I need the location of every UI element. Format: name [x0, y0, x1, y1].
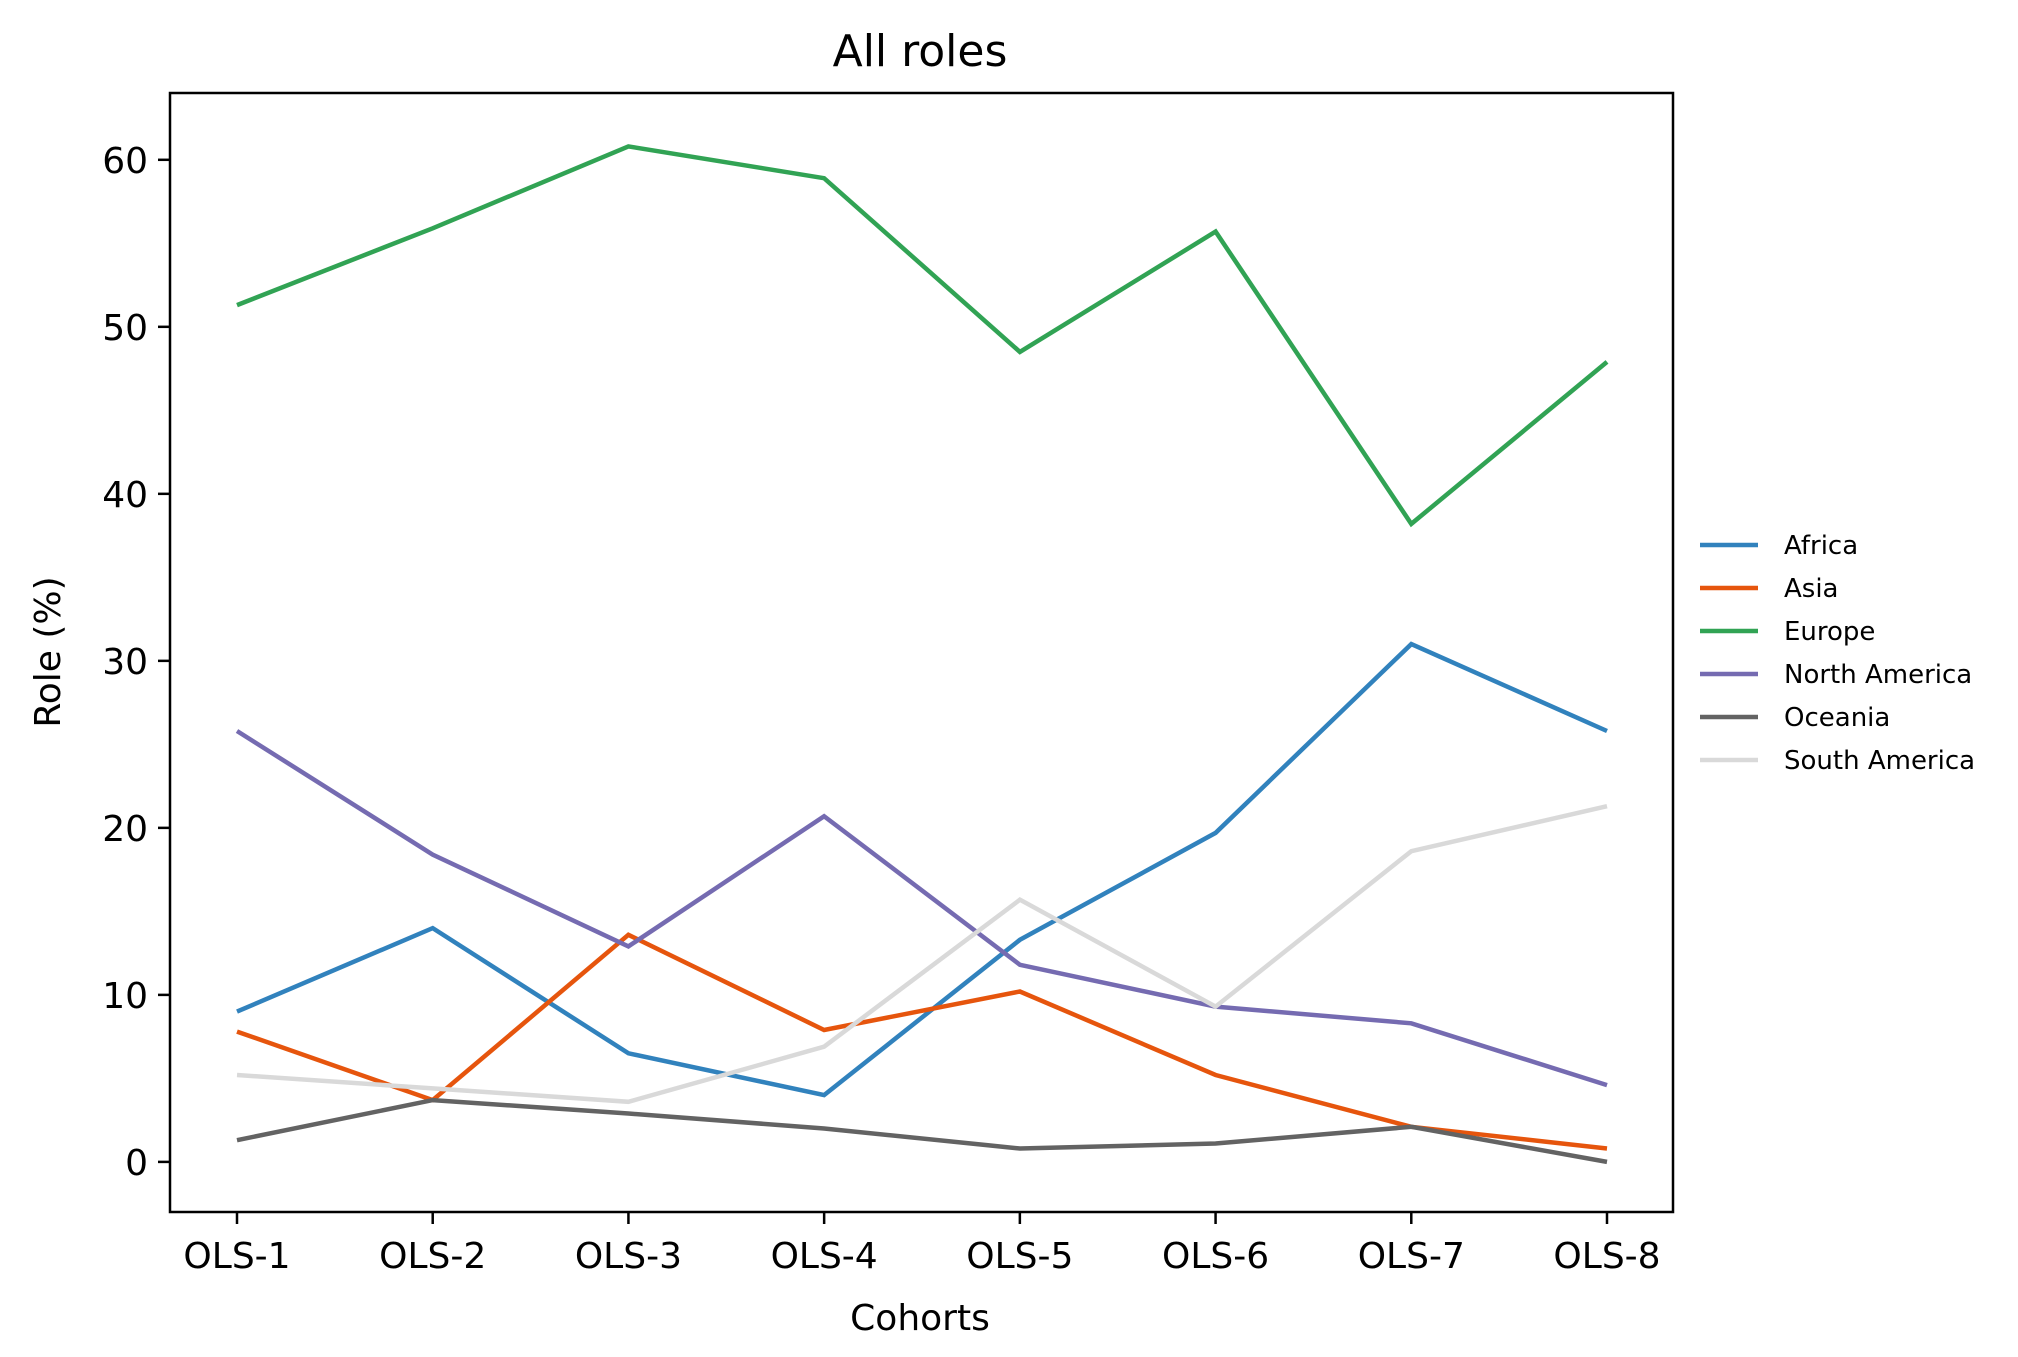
y-axis: 0 10 20 30 40 50 60 [102, 141, 170, 1184]
x-tick-label: OLS-1 [183, 1236, 290, 1277]
x-tick-label: OLS-8 [1553, 1236, 1660, 1277]
x-tick-label: OLS-3 [575, 1236, 682, 1277]
x-tick-label: OLS-5 [966, 1236, 1073, 1277]
plot-area [235, 144, 1609, 1165]
y-tick-label: 40 [102, 475, 148, 516]
legend-label: Asia [1784, 574, 1839, 604]
y-tick-label: 0 [125, 1143, 148, 1184]
y-tick-label: 50 [102, 308, 148, 349]
x-tick-label: OLS-4 [771, 1236, 878, 1277]
series-line-south-america [236, 804, 1608, 1105]
chart-title: All roles [833, 26, 1008, 77]
series-line-oceania [236, 1097, 1608, 1165]
y-tick-label: 30 [102, 642, 148, 683]
x-axis: OLS-1 OLS-2 OLS-3 OLS-4 OLS-5 OLS-6 OLS-7 OLS-8 [183, 1212, 1661, 1277]
x-tick-label: OLS-7 [1358, 1236, 1465, 1277]
series-line-europe [236, 144, 1609, 528]
series-line-asia [236, 932, 1608, 1151]
series-line-north-america [235, 729, 1608, 1088]
y-axis-label: Role (%) [28, 576, 69, 727]
plot-frame [168, 91, 1675, 1214]
legend-label: Oceania [1784, 703, 1890, 733]
x-tick-label: OLS-6 [1162, 1236, 1269, 1277]
legend-label: North America [1784, 660, 1972, 690]
series-line-africa [236, 641, 1608, 1098]
y-tick-label: 20 [102, 809, 148, 850]
legend-label: Europe [1784, 617, 1875, 647]
x-axis-label: Cohorts [850, 1298, 990, 1339]
legend: Africa Asia Europe North America Oceania Sout… [1700, 531, 1975, 776]
y-tick-label: 60 [102, 141, 148, 182]
legend-label: Africa [1784, 531, 1858, 561]
legend-label: South America [1784, 746, 1975, 776]
x-tick-label: OLS-2 [379, 1236, 486, 1277]
y-tick-label: 10 [102, 976, 148, 1017]
